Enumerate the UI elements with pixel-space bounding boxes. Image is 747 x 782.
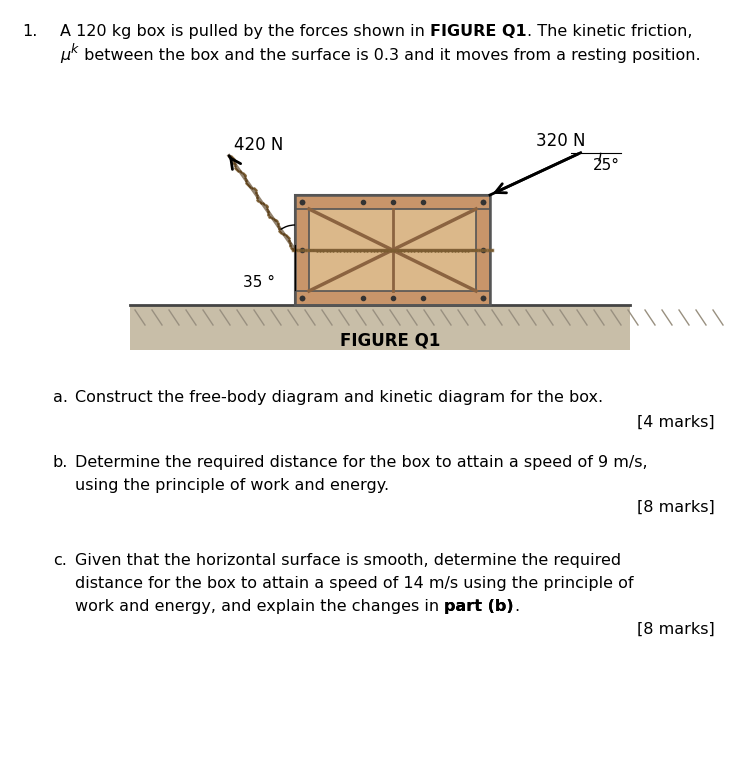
Text: a.: a. (53, 390, 68, 405)
Text: 25°: 25° (592, 158, 619, 173)
Text: FIGURE Q1: FIGURE Q1 (430, 24, 527, 39)
Text: c.: c. (53, 553, 67, 568)
Text: between the box and the surface is 0.3 and it moves from a resting position.: between the box and the surface is 0.3 a… (79, 48, 701, 63)
Bar (295, 291, 490, 305)
Text: b.: b. (53, 455, 69, 470)
Bar (130, 305, 630, 350)
Bar (295, 195, 490, 305)
Text: [4 marks]: [4 marks] (637, 415, 715, 430)
Bar (476, 195, 490, 305)
Text: work and energy, and explain the changes in: work and energy, and explain the changes… (75, 599, 444, 614)
Text: using the principle of work and energy.: using the principle of work and energy. (75, 478, 389, 493)
Text: A 120 kg box is pulled by the forces shown in: A 120 kg box is pulled by the forces sho… (60, 24, 430, 39)
Text: Determine the required distance for the box to attain a speed of 9 m/s,: Determine the required distance for the … (75, 455, 648, 470)
Bar (295, 195, 309, 305)
Bar (295, 195, 490, 305)
Text: FIGURE Q1: FIGURE Q1 (340, 332, 440, 350)
Text: Given that the horizontal surface is smooth, determine the required: Given that the horizontal surface is smo… (75, 553, 621, 568)
Text: . The kinetic friction,: . The kinetic friction, (527, 24, 692, 39)
Text: part (b): part (b) (444, 599, 514, 614)
Text: 1.: 1. (22, 24, 37, 39)
Text: μ: μ (60, 48, 70, 63)
Text: [8 marks]: [8 marks] (637, 622, 715, 637)
Text: .: . (514, 599, 519, 614)
Text: 320 N: 320 N (536, 131, 585, 149)
Text: k: k (71, 43, 78, 56)
Text: part (b): part (b) (444, 599, 514, 614)
Bar (295, 195, 490, 209)
Text: distance for the box to attain a speed of 14 m/s using the principle of: distance for the box to attain a speed o… (75, 576, 633, 591)
Text: 420 N: 420 N (234, 136, 283, 154)
Text: Construct the free-body diagram and kinetic diagram for the box.: Construct the free-body diagram and kine… (75, 390, 603, 405)
Text: [8 marks]: [8 marks] (637, 500, 715, 515)
Text: 35 °: 35 ° (243, 275, 275, 290)
